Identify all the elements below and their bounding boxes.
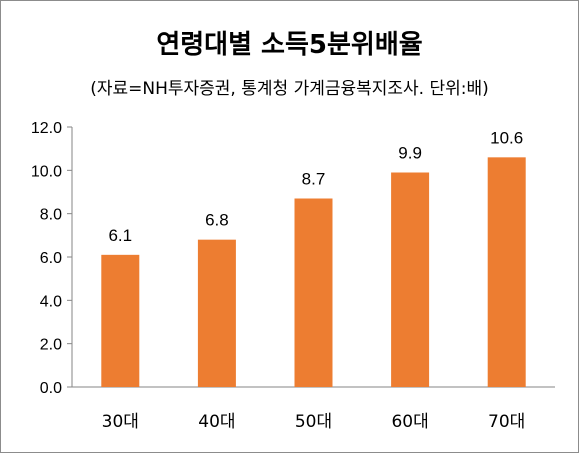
- y-tick-label: 10.0: [31, 163, 62, 180]
- data-label: 10.6: [490, 128, 523, 147]
- y-tick-label: 4.0: [40, 293, 62, 310]
- y-tick-label: 2.0: [40, 337, 62, 354]
- x-tick-group: 30대 40대 50대 60대 70대: [102, 412, 526, 432]
- y-tick-label: 0.0: [40, 380, 62, 397]
- bar: [487, 157, 526, 387]
- data-label: 6.8: [205, 211, 229, 230]
- y-tick-group: 0.0 2.0 4.0 6.0 8.0 10.0 12.0: [31, 120, 72, 397]
- bar: [197, 239, 236, 387]
- bar: [294, 198, 333, 387]
- data-label: 6.1: [108, 226, 132, 245]
- y-tick-label: 6.0: [40, 250, 62, 267]
- x-tick-label: 70대: [488, 412, 525, 432]
- x-tick-label: 60대: [391, 412, 428, 432]
- bar: [101, 254, 140, 387]
- y-tick-label: 12.0: [31, 120, 62, 137]
- y-tick-label: 8.0: [40, 207, 62, 224]
- x-tick-label: 50대: [295, 412, 332, 432]
- x-tick-label: 40대: [198, 412, 235, 432]
- data-label: 9.9: [398, 144, 422, 163]
- bar-group: 6.1 6.8 8.7 9.9 10.6: [101, 128, 526, 387]
- bar: [391, 172, 430, 387]
- chart-subtitle: (자료=NH투자증권, 통계청 가계금융복지조사. 단위:배): [90, 79, 489, 99]
- data-label: 8.7: [302, 170, 326, 189]
- chart-title: 연령대별 소득5분위배율: [156, 30, 423, 60]
- x-tick-label: 30대: [102, 412, 139, 432]
